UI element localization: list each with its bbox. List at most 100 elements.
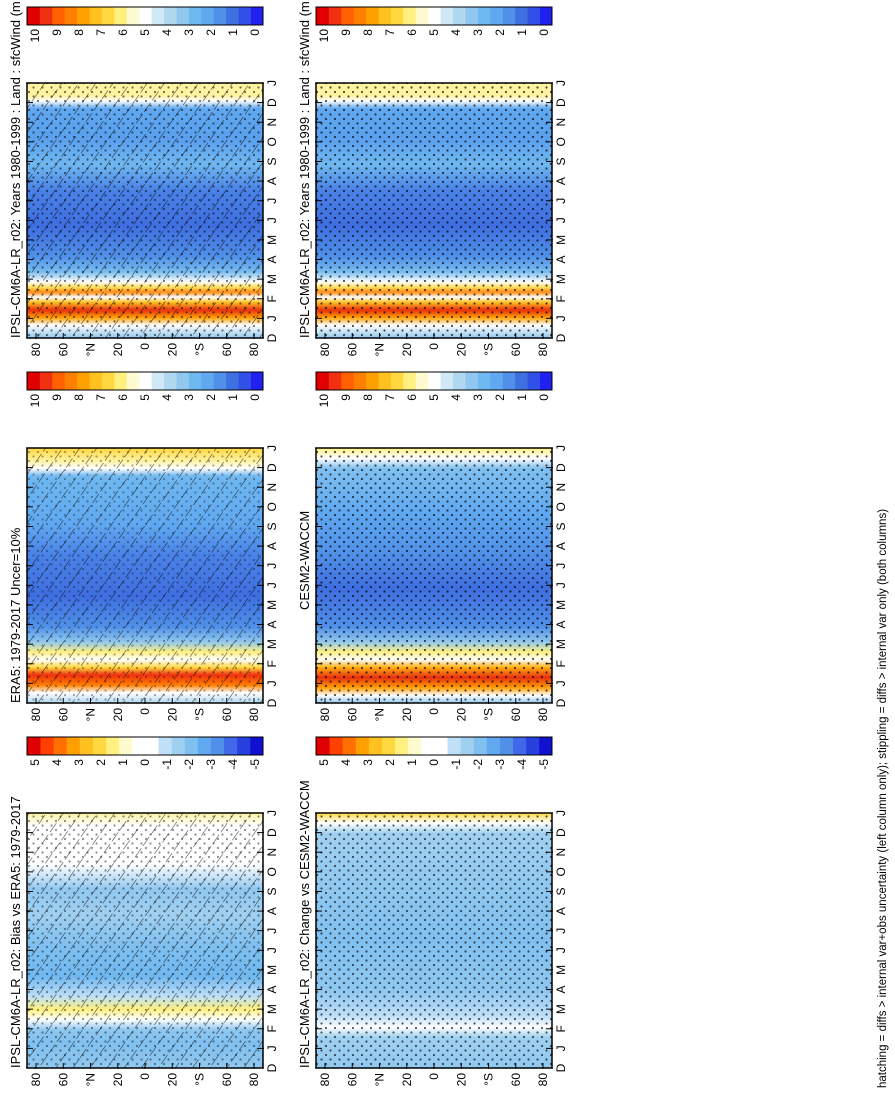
colorbar-swatch	[39, 7, 53, 25]
x-tick-label: F	[554, 1025, 568, 1032]
y-tick-label: 0	[138, 708, 152, 715]
x-tick-label: D	[265, 1063, 279, 1072]
colorbar-swatch	[126, 7, 140, 25]
colorbar-swatch	[427, 372, 441, 390]
y-tick-label: 80	[536, 1073, 550, 1087]
colorbar-swatch	[525, 737, 540, 755]
stippling-layer	[316, 448, 552, 703]
x-tick-label: J	[554, 445, 568, 451]
colorbar-label: 4	[449, 29, 463, 36]
colorbar-swatch	[126, 372, 140, 390]
x-tick-label: J	[554, 1045, 568, 1051]
colorbar-label: 3	[471, 394, 485, 401]
colorbar-swatch	[76, 372, 90, 390]
colorbar-swatch	[225, 7, 239, 25]
y-tick-label: °N	[84, 708, 98, 721]
y-tick-label: 60	[56, 343, 70, 357]
colorbar-swatch	[402, 372, 416, 390]
x-tick-label: N	[265, 483, 279, 492]
colorbar-label: 1	[515, 394, 529, 401]
y-tick-label: °N	[373, 1073, 387, 1086]
y-tick-label: 80	[247, 343, 261, 357]
colorbar-swatch	[92, 737, 107, 755]
y-tick-label: 60	[220, 708, 234, 722]
x-tick-label: J	[265, 315, 279, 321]
colorbar-label: 2	[204, 29, 218, 36]
colorbar: 5 4 3 2 1 0 -1 -2 -3 -4 -5	[315, 736, 553, 770]
y-tick-label: 60	[345, 708, 359, 722]
x-tick-label: M	[554, 274, 568, 284]
colorbar-swatch	[499, 737, 514, 755]
x-tick-label: S	[554, 157, 568, 165]
x-tick-label: M	[265, 1004, 279, 1014]
colorbar-swatch	[79, 737, 93, 755]
stippling-layer	[316, 813, 552, 1068]
y-tick-label: 60	[220, 343, 234, 357]
colorbar-label: 3	[182, 29, 196, 36]
colorbar-frame	[315, 736, 553, 756]
x-tick-label: J	[554, 563, 568, 569]
x-tick-label: J	[265, 582, 279, 588]
colorbar-label: 6	[116, 394, 130, 401]
colorbar-label: 1	[226, 29, 240, 36]
y-tick-label: 20	[400, 1073, 414, 1087]
colorbar: 10 9 8 7 6 5 4 3 2 1 0	[315, 6, 553, 42]
y-tick-label: 20	[111, 1073, 125, 1087]
x-tick-label: M	[265, 965, 279, 975]
colorbar-swatch	[378, 7, 391, 25]
colorbar-swatch	[340, 7, 354, 25]
colorbar-label: 0	[138, 759, 152, 766]
colorbar-label: 5	[138, 394, 152, 401]
x-tick-label: J	[554, 810, 568, 816]
y-tick-label: 0	[427, 708, 441, 715]
y-tick-label: °S	[193, 343, 207, 356]
y-tick-label: 60	[56, 708, 70, 722]
colorbar: 5 4 3 2 1 0 -1 -2 -3 -4 -5	[26, 736, 264, 770]
colorbar-swatch	[316, 7, 329, 25]
colorbar-swatch	[527, 7, 540, 25]
colorbar-swatch	[163, 372, 177, 390]
colorbar: 10 9 8 7 6 5 4 3 2 1 0	[26, 371, 264, 407]
colorbar-label: 5	[317, 759, 331, 766]
x-tick-label: S	[265, 887, 279, 895]
x-tick-label: J	[265, 198, 279, 204]
y-tick-label: 20	[165, 1073, 179, 1087]
colorbar-swatch	[64, 7, 78, 25]
x-tick-label: M	[554, 1004, 568, 1014]
x-tick-label: F	[554, 660, 568, 667]
y-tick-label: 0	[138, 1073, 152, 1080]
colorbar-swatch	[440, 372, 454, 390]
colorbar-label: 2	[493, 394, 507, 401]
hatching-layer	[27, 448, 263, 703]
colorbar-swatch	[40, 737, 54, 755]
colorbar-label: 9	[50, 29, 64, 36]
panel-title: IPSL-CM6A-LR_r02: Years 1980-1999 : Land…	[296, 0, 312, 338]
colorbar-label: -2	[471, 759, 485, 770]
x-tick-label: J	[265, 445, 279, 451]
x-tick-label: M	[554, 235, 568, 245]
x-tick-label: N	[554, 483, 568, 492]
colorbar-swatch	[342, 737, 356, 755]
colorbar-label: 4	[339, 759, 353, 766]
y-tick-label: 80	[318, 1073, 332, 1087]
colorbar-label: 8	[72, 394, 86, 401]
colorbar-swatch	[353, 372, 367, 390]
colorbar-label: 9	[339, 394, 353, 401]
x-tick-label: D	[554, 463, 568, 472]
colorbar-swatch	[394, 737, 409, 755]
colorbar-swatch	[514, 7, 528, 25]
colorbar-swatch	[118, 737, 133, 755]
colorbar-swatch	[138, 372, 152, 390]
x-tick-label: A	[554, 621, 568, 629]
panel-title: IPSL-CM6A-LR_r02: Years 1980-1999 : Land…	[7, 0, 23, 338]
colorbar-swatch	[427, 7, 441, 25]
y-tick-label: 0	[138, 343, 152, 350]
x-tick-label: J	[265, 928, 279, 934]
colorbar-swatch	[238, 372, 251, 390]
y-tick-label: 20	[165, 343, 179, 357]
y-tick-label: °N	[373, 708, 387, 721]
y-tick-label: °S	[482, 343, 496, 356]
